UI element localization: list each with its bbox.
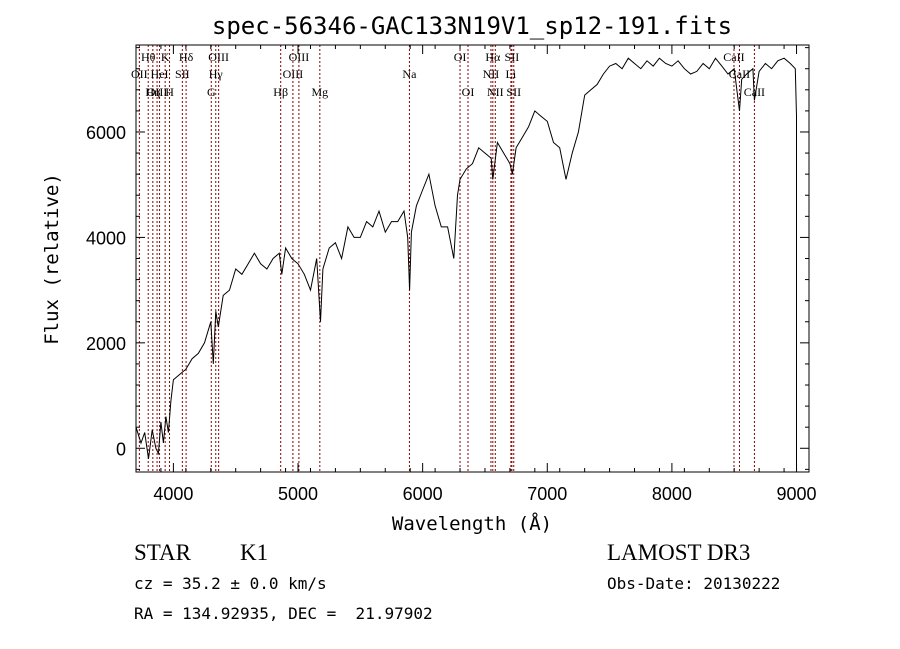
line-label: Hα bbox=[485, 50, 501, 64]
line-label: SII bbox=[506, 85, 521, 99]
line-label: OII bbox=[131, 67, 148, 81]
line-label: OIII bbox=[289, 50, 310, 64]
line-label: CaII bbox=[723, 50, 744, 64]
x-tick-label: 6000 bbox=[403, 484, 443, 504]
coordinates: RA = 134.92935, DEC = 21.97902 bbox=[134, 604, 433, 623]
line-label: Hγ bbox=[209, 67, 224, 81]
flux-series-line bbox=[135, 57, 797, 470]
line-label: OIII bbox=[147, 85, 168, 99]
y-tick-label: 4000 bbox=[86, 228, 126, 248]
y-axis-label: Flux (relative) bbox=[41, 173, 63, 345]
object-subclass: K1 bbox=[240, 540, 269, 565]
line-label: Hβ bbox=[273, 85, 288, 99]
line-label: Mg bbox=[311, 85, 328, 99]
redshift-cz: cz = 35.2 ± 0.0 km/s bbox=[134, 574, 327, 593]
y-tick-label: 6000 bbox=[86, 123, 126, 143]
x-tick-label: 4000 bbox=[153, 484, 193, 504]
line-label: NII bbox=[487, 85, 504, 99]
x-tick-label: 9000 bbox=[777, 484, 817, 504]
y-tick-label: 0 bbox=[116, 439, 126, 459]
line-label: SII bbox=[505, 50, 520, 64]
line-label: G bbox=[207, 85, 216, 99]
x-tick-label: 5000 bbox=[278, 484, 318, 504]
line-label: OIII bbox=[208, 50, 229, 64]
line-label: Li bbox=[506, 67, 517, 81]
survey-name: LAMOST DR3 bbox=[607, 540, 751, 565]
line-label: OI bbox=[462, 85, 475, 99]
x-tick-label: 7000 bbox=[527, 484, 567, 504]
line-label: H bbox=[165, 85, 174, 99]
line-label: K bbox=[161, 50, 170, 64]
line-label: OI bbox=[454, 50, 467, 64]
y-tick-label: 2000 bbox=[86, 334, 126, 354]
line-label: Hη bbox=[145, 85, 160, 99]
plot-frame bbox=[135, 44, 810, 473]
observation-date: Obs-Date: 20130222 bbox=[607, 574, 781, 593]
line-label: HeI bbox=[151, 67, 169, 81]
x-tick-label: 8000 bbox=[652, 484, 692, 504]
line-label: Na bbox=[402, 67, 417, 81]
line-label: NII bbox=[483, 67, 500, 81]
spectral-line-markers bbox=[138, 45, 755, 472]
x-axis-label: Wavelength (Å) bbox=[392, 512, 552, 535]
line-label: OIII bbox=[283, 67, 304, 81]
chart-title: spec-56346-GAC133N19V1_sp12-191.fits bbox=[212, 12, 732, 40]
object-class: STAR bbox=[134, 540, 191, 565]
y-axis-ticks: 0 2000 4000 6000 bbox=[86, 47, 809, 470]
line-label: Hδ bbox=[179, 50, 194, 64]
x-axis-ticks: 4000 5000 6000 7000 8000 9000 bbox=[135, 45, 817, 504]
line-label: SII bbox=[175, 67, 190, 81]
line-label: Hθ bbox=[141, 50, 156, 64]
